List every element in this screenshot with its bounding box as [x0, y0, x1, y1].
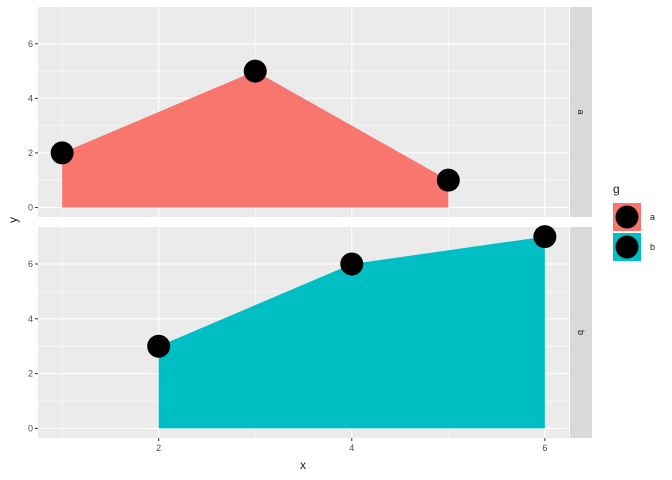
y-tick-label: 0: [28, 202, 33, 212]
legend-key-b: b: [613, 233, 655, 261]
legend: g ab: [613, 182, 655, 261]
data-point: [340, 252, 364, 276]
data-point: [147, 334, 171, 358]
legend-point: [615, 235, 639, 259]
data-point: [243, 59, 267, 83]
data-point: [533, 225, 557, 249]
legend-key-a: a: [613, 203, 655, 231]
x-axis: 2 4 6: [156, 438, 547, 453]
x-axis-title: x: [300, 458, 306, 472]
facet-panel-a: 0 2 4 6 a: [28, 7, 592, 217]
y-tick-label: 6: [28, 39, 33, 49]
y-tick-label: 6: [28, 259, 33, 269]
x-tick-label: 6: [542, 443, 547, 453]
area-b: [158, 236, 545, 429]
y-axis-title: y: [6, 217, 20, 223]
legend-label: a: [650, 212, 655, 222]
area-a: [62, 71, 449, 208]
y-tick-label: 2: [28, 148, 33, 158]
facet-strip: [570, 227, 592, 438]
x-tick-label: 2: [156, 443, 161, 453]
facet-strip-label: b: [576, 330, 586, 335]
data-point: [436, 168, 460, 192]
y-tick-label: 4: [28, 314, 33, 324]
y-tick-label: 4: [28, 93, 33, 103]
facet-strip-label: a: [576, 109, 586, 114]
y-tick-label: 2: [28, 369, 33, 379]
legend-keys: ab: [613, 203, 655, 261]
legend-label: b: [650, 242, 655, 252]
facet-panel-b: 0 2 4 6 b: [28, 225, 592, 438]
legend-title: g: [613, 182, 620, 196]
y-tick-label: 0: [28, 423, 33, 433]
data-point: [50, 141, 74, 165]
legend-point: [615, 205, 639, 229]
facet-panels: 0 2 4 6 a 0 2 4 6 b: [28, 7, 592, 438]
facet-strip: [570, 7, 592, 217]
x-tick-label: 4: [349, 443, 354, 453]
